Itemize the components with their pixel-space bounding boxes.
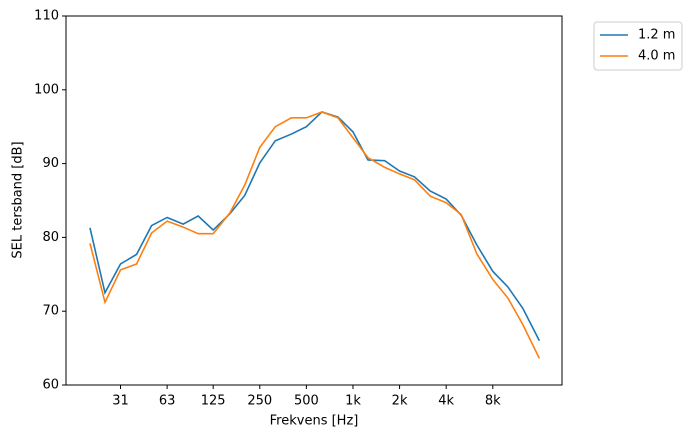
- y-tick-label: 80: [42, 230, 59, 245]
- y-tick-label: 110: [34, 9, 59, 24]
- y-tick-label: 60: [42, 378, 59, 393]
- y-axis-label: SEL tersband [dB]: [11, 141, 26, 258]
- x-tick-label: 500: [294, 394, 319, 409]
- y-tick-label: 100: [34, 82, 59, 97]
- x-tick-label: 4k: [438, 394, 454, 409]
- plot-frame: [65, 15, 563, 386]
- x-tick-label: 63: [159, 394, 176, 409]
- x-tick-label: 31: [112, 394, 129, 409]
- y-tick-label: 70: [42, 304, 59, 319]
- legend-label: 1.2 m: [638, 28, 675, 43]
- x-axis-label: Frekvens [Hz]: [270, 414, 359, 429]
- legend-box: [593, 21, 683, 71]
- x-tick-label: 1k: [345, 394, 361, 409]
- x-tick-label: 2k: [392, 394, 408, 409]
- series-line: [89, 111, 541, 342]
- x-tick-label: 125: [201, 394, 226, 409]
- y-tick-label: 90: [42, 156, 59, 171]
- series-line: [89, 111, 541, 359]
- legend-label: 4.0 m: [638, 49, 675, 64]
- x-tick-label: 8k: [485, 394, 501, 409]
- x-tick-label: 250: [247, 394, 272, 409]
